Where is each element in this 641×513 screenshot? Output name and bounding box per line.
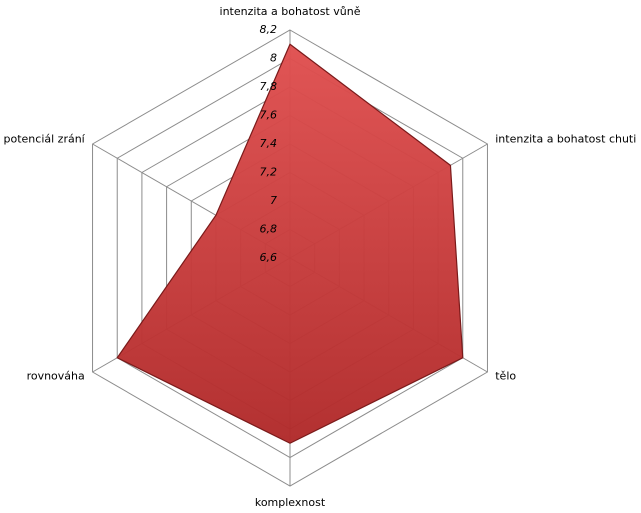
y-tick-label: 7,8 <box>260 80 278 93</box>
category-label: intenzita a bohatost chuti <box>495 133 636 146</box>
y-tick-label: 7,6 <box>260 109 278 122</box>
category-label: potenciál zrání <box>4 133 86 146</box>
y-tick-label: 8,2 <box>260 23 278 36</box>
category-label: tělo <box>495 370 516 383</box>
series-area <box>116 43 464 444</box>
category-label: intenzita a bohatost vůně <box>220 5 361 18</box>
y-tick-label: 6,8 <box>260 223 278 236</box>
y-tick-label: 8 <box>270 52 277 65</box>
category-label: rovnováha <box>27 370 85 383</box>
y-tick-label: 6,6 <box>260 251 278 264</box>
y-tick-label: 7,2 <box>260 166 278 179</box>
y-tick-label: 7 <box>270 194 277 207</box>
category-label: komplexnost <box>255 496 326 509</box>
y-tick-label: 7,4 <box>260 137 278 150</box>
